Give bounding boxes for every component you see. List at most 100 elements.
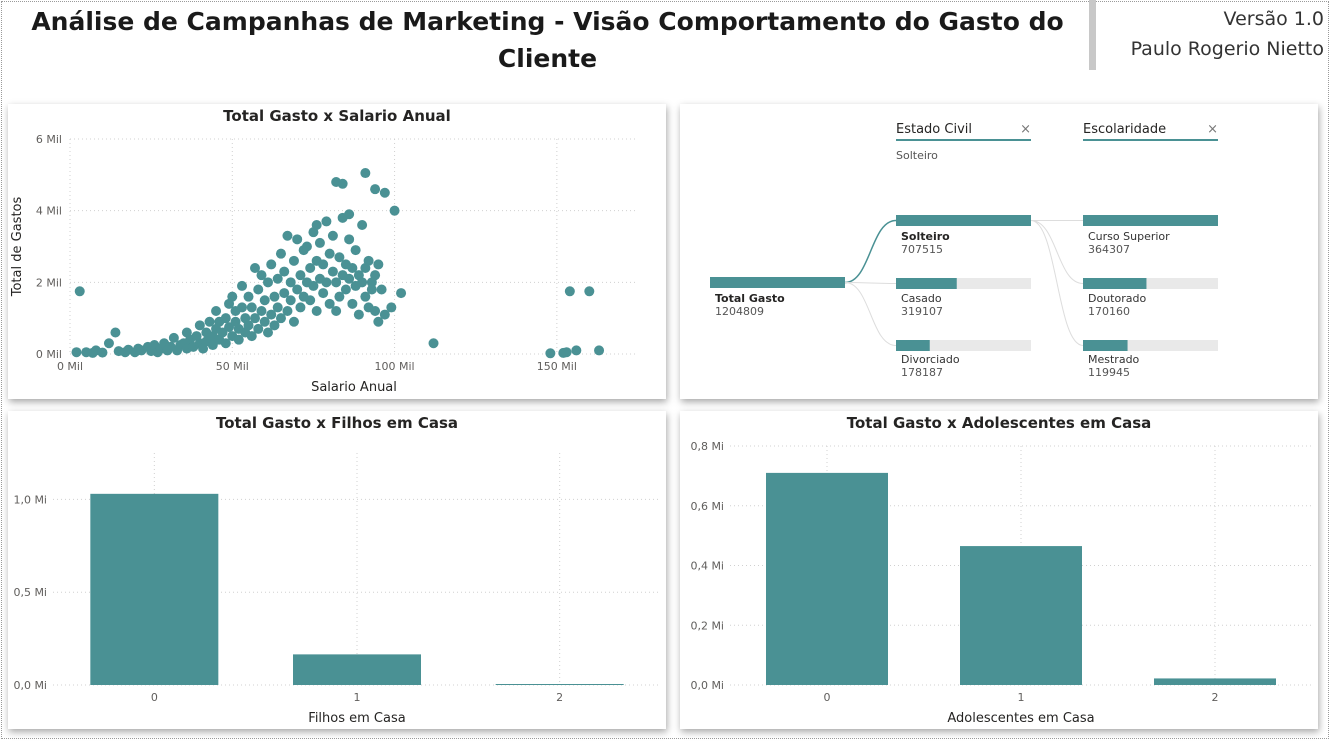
node-name: Solteiro <box>901 230 950 243</box>
bar <box>495 684 624 685</box>
bar <box>960 546 1082 685</box>
page-title: Análise de Campanhas de Marketing - Visã… <box>31 7 1064 73</box>
node-value: 707515 <box>901 243 943 256</box>
x-tick-label: 100 Mil <box>375 360 415 373</box>
scatter-point <box>227 291 238 302</box>
scatter-point <box>334 252 345 263</box>
filhos-chart[interactable]: 0,0 Mi 0,5 Mi 1,0 Mi 0 1 2 Filhos em Casa <box>8 411 666 729</box>
bar <box>1154 678 1276 685</box>
scatter-point <box>363 255 374 266</box>
close-icon[interactable]: × <box>1020 122 1031 137</box>
scatter-point <box>334 291 345 302</box>
scatter-point <box>545 348 556 359</box>
x-tick-label: 50 Mil <box>216 360 249 373</box>
scatter-point <box>266 259 277 270</box>
node-bar <box>896 278 957 289</box>
scatter-point <box>233 334 244 345</box>
scatter-point <box>103 338 114 349</box>
node-track <box>896 340 1031 351</box>
y-tick-label: 0,6 Mi <box>690 500 724 513</box>
tree-link <box>844 282 897 284</box>
scatter-point <box>308 280 319 291</box>
node-track <box>896 278 1031 289</box>
node-label-mestrado[interactable]: Mestrado 119945 <box>1088 353 1139 379</box>
node-label-solteiro[interactable]: Solteiro 707515 <box>901 230 950 256</box>
scatter-point <box>340 284 351 295</box>
author-label: Paulo Rogerio Nietto <box>1130 38 1324 60</box>
y-tick-label: 0,0 Mi <box>690 679 724 692</box>
scatter-point <box>564 286 575 297</box>
node-label-doutorado[interactable]: Doutorado 170160 <box>1088 292 1146 318</box>
x-tick-label: 2 <box>556 691 563 704</box>
adolescentes-panel[interactable]: Total Gasto x Adolescentes em Casa 0,0 M… <box>680 411 1318 729</box>
node-label-divorciado[interactable]: Divorciado 178187 <box>901 353 960 379</box>
scatter-point <box>314 237 325 248</box>
level-selection: Solteiro <box>896 149 938 162</box>
scatter-point <box>561 347 572 358</box>
scatter-point <box>347 298 358 309</box>
scatter-point <box>204 316 215 327</box>
scatter-point <box>376 284 387 295</box>
scatter-point <box>220 338 231 349</box>
scatter-point <box>370 270 381 281</box>
scatter-point <box>262 327 273 338</box>
scatter-point <box>259 316 270 327</box>
scatter-point <box>370 306 381 316</box>
scatter-point <box>220 313 231 324</box>
root-node-label[interactable]: Total Gasto 1204809 <box>715 292 785 318</box>
scatter-point <box>74 286 85 297</box>
bar <box>90 493 219 685</box>
node-bar <box>896 340 930 351</box>
level-header-label: Escolaridade <box>1083 122 1167 137</box>
scatter-point <box>344 234 355 245</box>
scatter-point <box>357 220 368 230</box>
x-axis-title: Adolescentes em Casa <box>947 711 1094 726</box>
scatter-point <box>168 332 179 343</box>
tree-link <box>844 282 897 346</box>
scatter-point <box>584 286 595 297</box>
scatter-chart[interactable]: 0 Mil 2 Mil 4 Mil 6 Mil 0 Mil 50 Mil 100 Mil 15… <box>8 104 666 399</box>
scatter-point <box>259 295 270 306</box>
y-tick-label: 0,8 Mi <box>690 440 724 453</box>
scatter-point <box>288 316 299 327</box>
scatter-point <box>331 306 342 316</box>
adolescentes-title: Total Gasto x Adolescentes em Casa <box>846 414 1152 432</box>
tree-link <box>1030 220 1084 284</box>
level-header-estado-civil[interactable]: Estado Civil × <box>896 122 1031 141</box>
scatter-point <box>292 234 303 245</box>
scatter-point <box>250 263 261 273</box>
decomposition-panel[interactable]: Estado Civil × Solteiro Escolaridade × T… <box>680 104 1318 399</box>
scatter-point <box>321 216 332 227</box>
scatter-point <box>360 168 371 179</box>
node-name: Casado <box>901 292 942 305</box>
scatter-point <box>110 327 121 338</box>
x-tick-label: 0 <box>824 691 831 704</box>
scatter-point <box>344 209 355 220</box>
scatter-point <box>269 320 280 331</box>
scatter-point <box>305 263 316 273</box>
filhos-panel[interactable]: Total Gasto x Filhos em Casa 0,0 Mi 0,5 M… <box>8 411 666 729</box>
x-tick-label: 2 <box>1212 691 1219 704</box>
adolescentes-chart[interactable]: 0,0 Mi 0,2 Mi 0,4 Mi 0,6 Mi 0,8 Mi 0 1 2 Adolesc… <box>680 411 1318 729</box>
filhos-title: Total Gasto x Filhos em Casa <box>215 414 459 432</box>
y-axis-title: Total de Gastos <box>10 197 25 298</box>
scatter-point <box>243 320 254 331</box>
x-axis-title: Salario Anual <box>311 380 397 395</box>
scatter-point <box>311 220 322 230</box>
node-name: Divorciado <box>901 353 960 366</box>
scatter-panel[interactable]: Total Gasto x Salario Anual 0 Mil 2 Mil 4 … <box>8 104 666 399</box>
close-icon[interactable]: × <box>1207 122 1218 137</box>
node-value: 319107 <box>901 305 943 318</box>
node-label-casado[interactable]: Casado 319107 <box>901 292 943 318</box>
node-bar <box>1083 278 1147 289</box>
scatter-point <box>279 288 290 299</box>
scatter-point <box>97 347 108 358</box>
node-name: Doutorado <box>1088 292 1147 305</box>
level-header-escolaridade[interactable]: Escolaridade × <box>1083 122 1218 141</box>
scatter-point <box>366 284 377 295</box>
scatter-point <box>396 288 407 299</box>
node-value: 1204809 <box>715 305 764 318</box>
node-label-curso-superior[interactable]: Curso Superior 364307 <box>1088 230 1170 256</box>
node-bar <box>896 215 1031 226</box>
scatter-point <box>305 295 316 306</box>
